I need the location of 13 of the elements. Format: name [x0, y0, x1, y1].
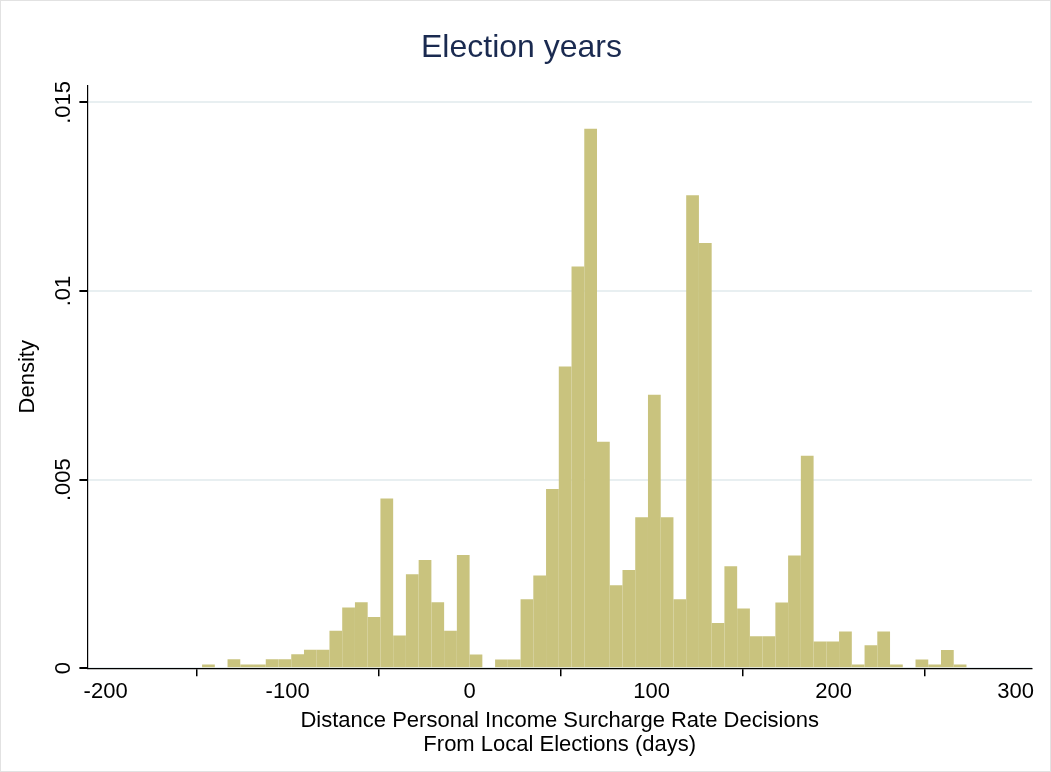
- chart-title: Election years: [421, 28, 622, 65]
- x-tick-label: 0: [463, 678, 476, 704]
- x-tick-label: -200: [83, 678, 128, 704]
- y-tick-label: .015: [50, 80, 76, 124]
- y-tick-label: .01: [50, 275, 76, 307]
- y-axis-title: Density: [14, 340, 40, 414]
- x-tick-label: 100: [633, 678, 670, 704]
- y-tick-label: .005: [50, 458, 76, 502]
- x-tick-label: -100: [265, 678, 310, 704]
- y-tick-label: 0: [50, 662, 76, 675]
- x-axis-title: Distance Personal Income Surcharge Rate Decisions From Local Elections (days): [300, 706, 819, 756]
- x-tick-label: 200: [815, 678, 852, 704]
- x-tick-label: 300: [997, 678, 1034, 704]
